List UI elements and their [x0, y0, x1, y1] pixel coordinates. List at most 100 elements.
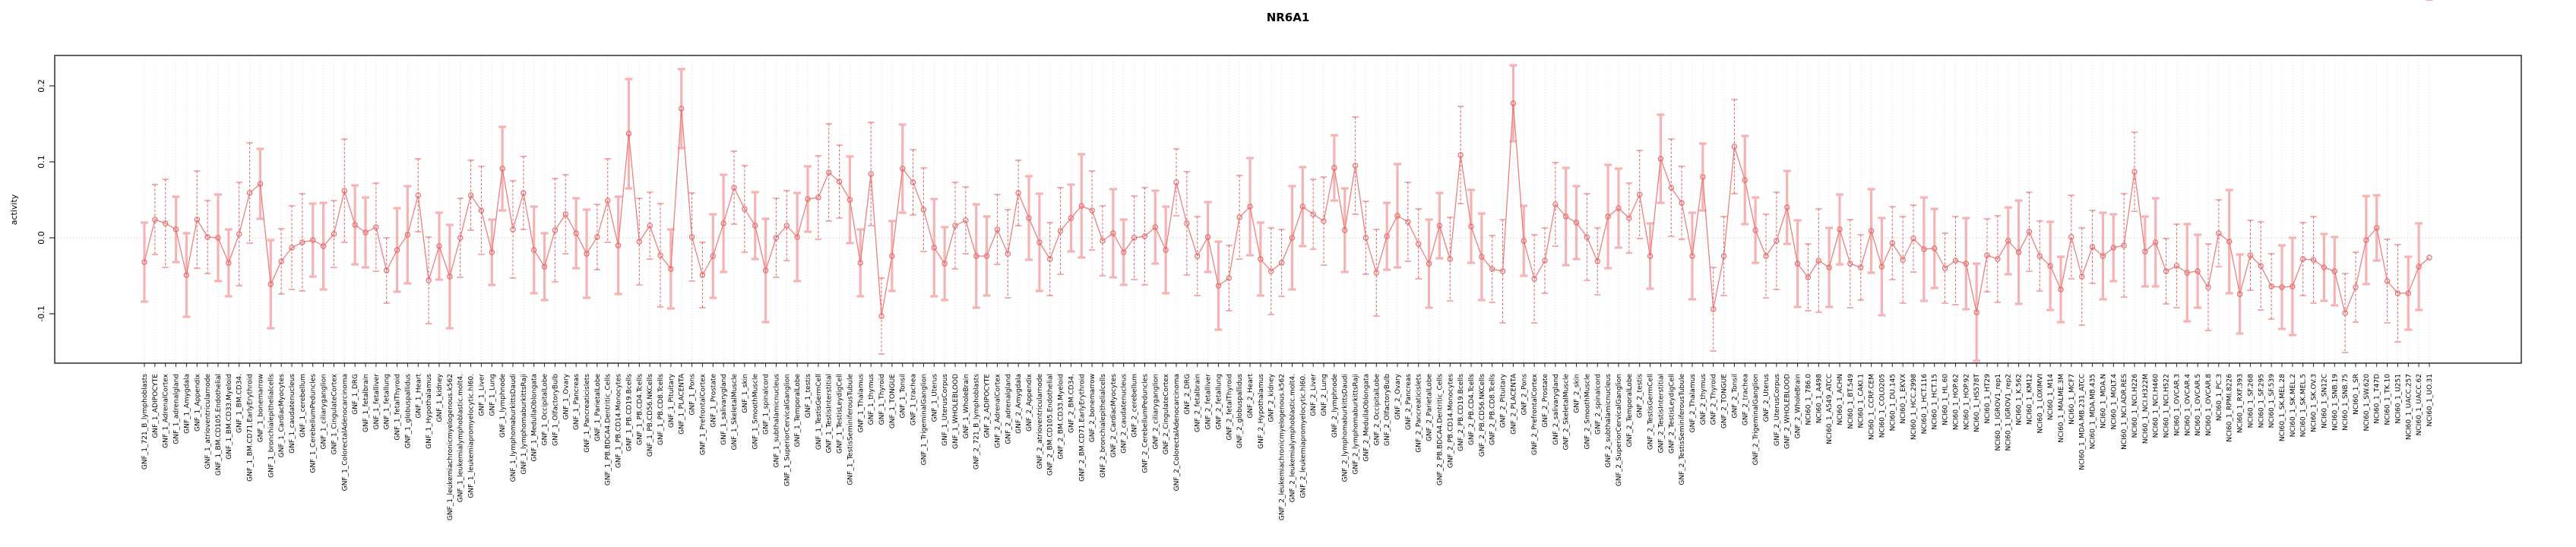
data-point [1774, 238, 1780, 244]
x-tick-label: GNF_1_Thalamus [857, 374, 865, 433]
x-tick-label: GNF_1_BM.CD71.EarlyErythroid [247, 374, 255, 482]
x-tick-label: GNF_1_WholeBrain [963, 374, 970, 438]
data-point [1373, 270, 1379, 276]
data-point [1468, 223, 1474, 229]
error-bar [910, 149, 916, 216]
x-tick-label: GNF_2_Appendix [1026, 373, 1033, 432]
x-tick-label: GNF_1_Pancreas [573, 374, 581, 430]
data-point [1858, 264, 1864, 270]
x-tick-label: GNF_2_Hypothalamus [1258, 374, 1265, 449]
data-point [2236, 291, 2243, 297]
x-tick-label: GNF_1_spinalcord [763, 374, 771, 435]
error-bar [520, 156, 527, 230]
x-tick-label: GNF_2_Pons [1521, 374, 1528, 416]
error-bar [1362, 201, 1369, 275]
data-point [1941, 265, 1948, 271]
error-bar [730, 150, 738, 225]
data-point [1647, 253, 1654, 259]
x-tick-label: GNF_2_TONGUE [1721, 374, 1729, 428]
data-point [2142, 248, 2148, 255]
x-tick-label: GNF_2_PB.CD19.Bcells [1457, 374, 1465, 451]
error-bar [593, 204, 601, 270]
x-tick-label: GNF_1_PB.CD14.Monocytes [616, 374, 623, 468]
error-bar [1889, 206, 1896, 280]
x-tick-label: NCI60_1_CCRF.CEM [1869, 374, 1876, 440]
data-point [426, 277, 432, 283]
data-point [289, 245, 295, 251]
error-bar [2394, 244, 2401, 343]
data-point [815, 194, 821, 201]
data-point [826, 169, 832, 175]
y-tick-label: 0.2 [36, 79, 46, 93]
x-tick-label: GNF_2_WHOLEBLOOD [1784, 374, 1792, 449]
data-point [1036, 239, 1043, 245]
data-point [963, 217, 969, 223]
x-tick-label: GNF_1_BM.CD33.Myeloid [226, 374, 233, 460]
x-tick-label: GNF_2_trachea [1742, 374, 1749, 425]
data-point [868, 171, 874, 177]
data-point [2384, 278, 2391, 284]
x-tick-label: GNF_1_adrenalgland [173, 374, 181, 444]
x-tick-label: NCI60_1_SNB.19 [2331, 374, 2339, 431]
data-point [552, 227, 559, 233]
data-point [836, 179, 843, 185]
data-point [373, 224, 379, 230]
x-tick-label: NCI60_1_SN12C [2321, 374, 2328, 428]
data-point [952, 223, 958, 229]
x-tick-label: GNF_2_WholeBrain [1795, 374, 1802, 438]
data-point [1668, 185, 1674, 191]
data-point [352, 222, 358, 228]
data-point [2310, 257, 2317, 263]
x-tick-label: NCI60_1_K.562 [2016, 374, 2024, 425]
x-tick-label: GNF_2_thymus [1700, 374, 1707, 425]
x-tick-label: GNF_2_TestisInterstitial [1657, 374, 1665, 453]
x-tick-label: NCI60_1_HCT.15 [1932, 374, 1939, 430]
data-point [1868, 228, 1875, 234]
x-tick-label: GNF_2_subthalamicnucleus [1605, 374, 1612, 468]
x-tick-label: NCI60_1_PC.3 [2216, 374, 2223, 421]
data-point [889, 253, 895, 259]
x-tick-label: GNF_1_BM.CD105.Endothelial [215, 374, 223, 476]
data-point [647, 223, 653, 229]
error-bar [1541, 227, 1549, 294]
data-point [2363, 237, 2369, 243]
data-point [1026, 215, 1032, 221]
data-point [384, 267, 390, 274]
data-point [1331, 165, 1337, 171]
data-point [2258, 263, 2264, 269]
data-point [1499, 268, 1506, 274]
series-line [144, 103, 2430, 317]
data-point [2394, 290, 2401, 296]
y-axis-label: activity [9, 194, 19, 225]
error-bar [415, 158, 422, 232]
x-tick-label: GNF_1_ciliaryganglion [321, 374, 328, 449]
data-point [2321, 264, 2328, 270]
data-point [1521, 238, 1527, 244]
data-point [1932, 245, 1938, 251]
x-tick-label: GNF_1_salivarygland [720, 374, 728, 445]
data-point [573, 230, 579, 236]
x-tick-label: GNF_2_SuperiorCervicalGanglion [1616, 374, 1623, 486]
x-tick-label: GNF_2_Thalamus [1689, 374, 1697, 433]
x-tick-label: GNF_1_TestisInterstitial [826, 374, 834, 453]
data-point [941, 261, 948, 267]
x-tick-label: GNF_2_skin [1574, 374, 1581, 413]
x-tick-label: NCI60_1_SK.MEL.28 [2279, 374, 2286, 441]
x-tick-label: GNF_1_Pons [689, 374, 697, 416]
x-tick-label: NCI60_1_SF.539 [2268, 374, 2276, 428]
data-point [404, 232, 411, 238]
x-tick-label: NCI60_1_OVCAR.5 [2195, 374, 2202, 436]
data-point [1952, 258, 1959, 264]
data-point [510, 226, 516, 232]
x-tick-label: NCI60_1_NCI.H226 [2131, 374, 2139, 438]
data-point [1910, 236, 1916, 242]
data-point [183, 272, 190, 278]
x-tick-label: GNF_2_leukemiapromyelocytic.hl60. [1299, 374, 1307, 498]
data-point [931, 245, 937, 251]
x-tick-label: NCI60_1_SNB.75 [2342, 374, 2350, 431]
data-point [1173, 179, 1179, 185]
data-point [2068, 234, 2074, 240]
x-tick-label: GNF_1_UterusCorpus [941, 374, 949, 446]
x-tick-label: GNF_1_trachea [910, 374, 918, 425]
y-tick-label: 0.1 [36, 155, 46, 169]
